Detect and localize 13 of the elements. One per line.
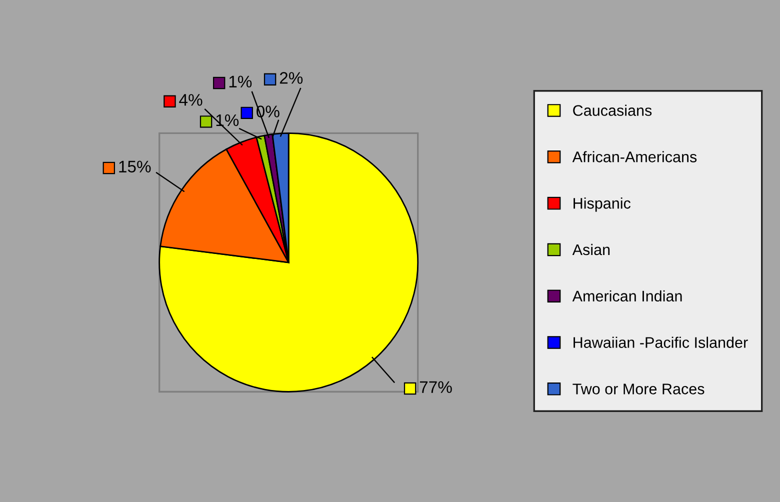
legend-label: African-Americans: [572, 151, 697, 162]
data-label: 1%: [229, 76, 252, 88]
data-label: 4%: [179, 94, 202, 106]
data-label: 1%: [216, 114, 239, 126]
data-label: 77%: [420, 381, 452, 393]
data-label: 2%: [280, 72, 303, 84]
data-label: 15%: [119, 160, 151, 173]
legend-label: Hawaiian -Pacific Islander: [574, 336, 748, 348]
legend-label: American Indian: [572, 290, 682, 302]
legend-label: Asian: [572, 244, 610, 256]
legend-label: Two or More Races: [572, 384, 704, 394]
legend-label: Hispanic: [574, 198, 631, 212]
legend-label: Caucasians: [573, 104, 652, 116]
